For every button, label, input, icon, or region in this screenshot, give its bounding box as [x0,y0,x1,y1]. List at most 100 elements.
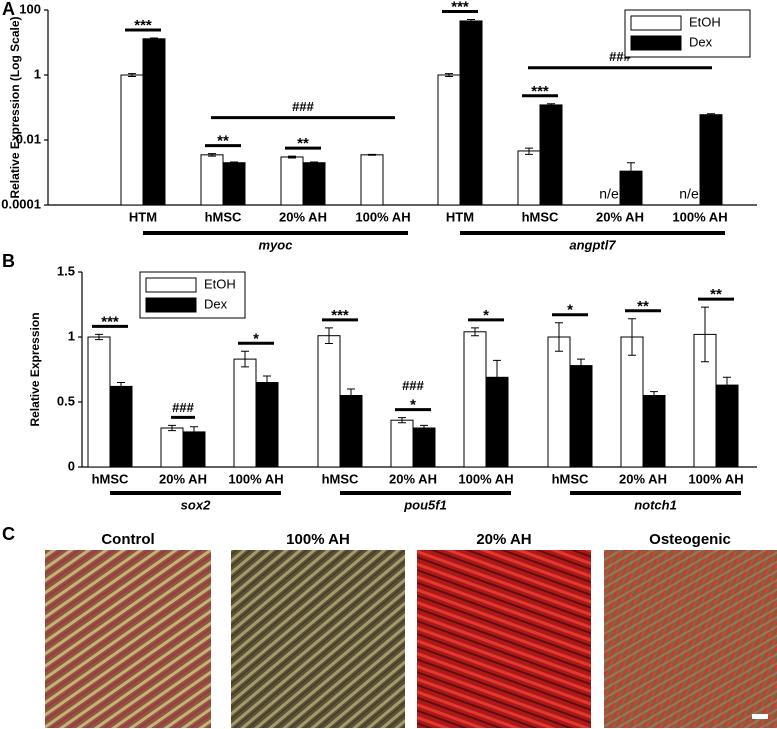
error-bar [525,147,533,155]
error-bar [627,162,635,196]
error-bar [325,327,333,344]
bar [255,382,279,468]
legend-label: EtOH [204,276,236,291]
y-tick-label: 0.0001 [1,196,41,211]
error-bar [208,153,216,157]
x-tick-label: 20% AH [159,471,207,486]
micrograph-title: Osteogenic [649,531,731,548]
hash-label: ### [292,99,314,114]
significance: * [253,330,259,347]
error-bar [310,161,318,164]
error-bar [368,153,376,156]
bar [699,114,723,206]
panel-letter: A [2,0,15,19]
x-tick-label: hMSC [205,209,242,224]
significance: ** [217,133,229,150]
scale-bar [752,714,768,719]
y-tick-label: 1 [34,66,41,81]
y-tick-label: 1 [68,328,75,343]
x-tick-label: hMSC [522,209,559,224]
significance: *** [331,307,349,324]
micrograph-title: 100% AH [286,531,350,548]
error-bar [95,333,103,341]
bar [87,336,111,468]
significance: ** [710,286,722,303]
panel-c: C Control 100% AH 20% AH Osteogenic [2,524,777,728]
y-tick-label: 0.5 [57,393,75,408]
significance: ** [297,135,309,152]
error-bar [190,426,198,438]
bar [390,419,414,468]
y-axis-label: Relative Expression (Log Scale) [8,16,22,198]
micrograph-title: 20% AH [476,531,531,548]
x-tick-label: 100% AH [672,209,727,224]
micrograph [417,550,591,728]
bar [620,336,644,468]
legend-swatch [145,297,197,313]
error-bar [493,359,501,395]
value-label: n/e [679,186,699,202]
error-bar [241,350,249,368]
x-tick-label: HTM [446,209,474,224]
x-tick-label: hMSC [552,471,589,486]
bar [517,150,541,206]
y-tick-label: 100 [19,1,41,16]
significance: *** [451,0,469,15]
x-tick-label: HTM [129,209,157,224]
bar [463,331,487,468]
error-bar [420,424,428,432]
group-label: pou5f1 [403,497,447,512]
bar [222,162,246,206]
bar [412,427,436,468]
bar [569,365,593,468]
error-bar [230,161,238,164]
bar [302,162,326,206]
micrograph-title: Control [101,531,154,548]
legend-swatch [630,35,682,51]
x-tick-label: 20% AH [619,471,667,486]
panel-letter: B [2,251,15,271]
bar [317,335,341,468]
bar [459,20,483,206]
error-bar [723,376,731,394]
error-bar [398,417,406,424]
error-bar [471,327,479,337]
group-label: notch1 [634,497,677,512]
y-tick-label: 0.01 [16,131,41,146]
x-tick-label: 100% AH [458,471,513,486]
error-bar [445,73,453,77]
legend-label: EtOH [689,14,721,29]
legend-label: Dex [204,296,228,311]
x-tick-label: 20% AH [279,209,327,224]
x-tick-label: hMSC [322,471,359,486]
error-bar [707,113,715,117]
x-tick-label: 20% AH [596,209,644,224]
bar [642,395,666,468]
micrograph [231,550,405,728]
error-bar [577,358,585,373]
significance: * [410,397,416,414]
error-bar [288,155,296,159]
error-bar [547,103,555,107]
panel-letter: C [2,524,15,544]
error-bar [263,375,271,390]
y-tick-label: 1.5 [57,263,75,278]
bar [360,154,384,206]
x-tick-label: hMSC [92,471,129,486]
bar [715,384,739,468]
value-label: n/e [599,186,619,202]
error-bar [150,37,158,41]
significance: ** [637,298,649,315]
significance: *** [531,83,549,100]
error-bar [168,424,176,432]
bar [200,154,224,206]
hash-label: ### [172,400,194,415]
error-bar [701,306,709,363]
x-tick-label: 100% AH [688,471,743,486]
legend-swatch [630,15,682,31]
micrograph [604,550,777,728]
bar [280,156,304,206]
error-bar [555,322,563,352]
x-tick-label: 20% AH [389,471,437,486]
bar [547,336,571,468]
